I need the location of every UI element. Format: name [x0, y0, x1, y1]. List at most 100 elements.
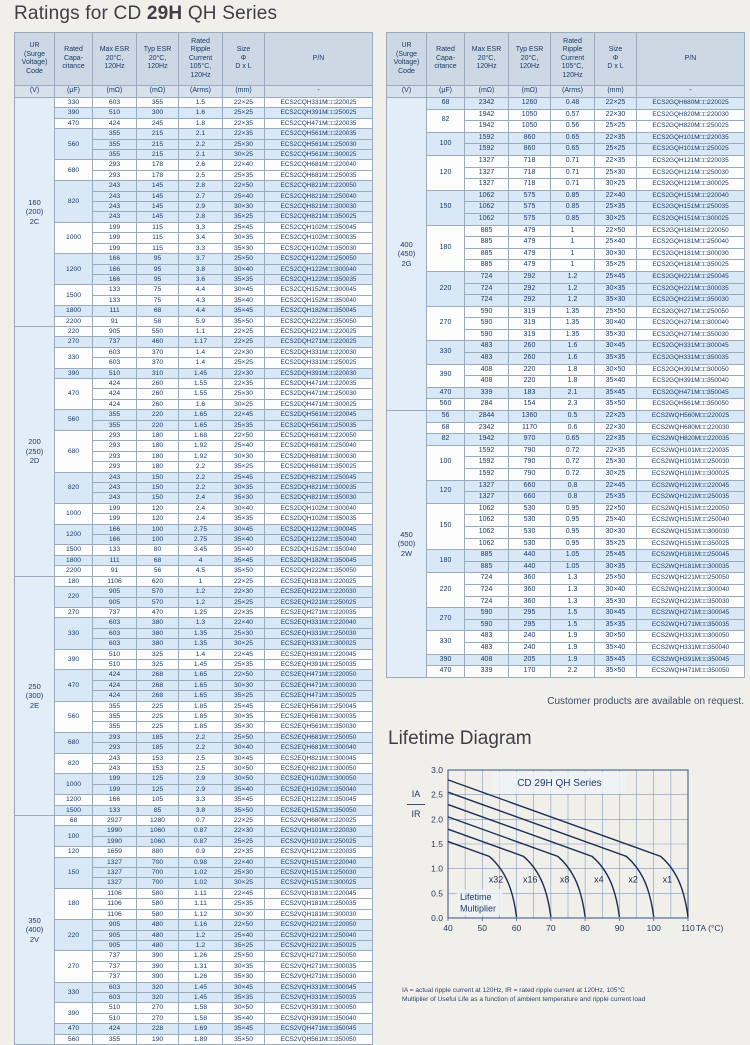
table-cell: 1 — [550, 259, 595, 272]
table-cell: 145 — [136, 190, 179, 203]
table-cell: 166 — [92, 263, 137, 275]
table-cell: 320 — [136, 991, 179, 1004]
column-unit: (V) — [386, 85, 427, 98]
table-cell: 570 — [136, 596, 179, 608]
table-cell: ECS2VQH221M□□220050 — [264, 919, 373, 931]
table-cell: ECS2DQH681M□□350025 — [264, 461, 373, 473]
table-cell: 590 — [464, 305, 509, 319]
table-cell: 260 — [508, 352, 551, 365]
table-cell: 408 — [464, 363, 509, 377]
table-cell: ECS2DQH821M□□300035 — [264, 482, 373, 494]
table-cell: ECS2CQH561M□□300025 — [264, 149, 373, 161]
table-cell: 22×35 — [222, 846, 265, 858]
table-cell: 970 — [508, 433, 551, 446]
table-cell: 220 — [508, 363, 551, 377]
table-cell: ECS2DQH471M□□300025 — [264, 398, 373, 411]
table-cell: 30×40 — [222, 263, 265, 275]
capacitance-cell: 82 — [426, 433, 465, 446]
table-cell: 166 — [92, 534, 137, 546]
table-cell: 424 — [92, 398, 137, 411]
table-cell: 260 — [136, 377, 179, 390]
table-cell: 510 — [92, 1002, 137, 1014]
page-title-prefix: Ratings for CD — [14, 3, 147, 24]
table-cell: ECS2WQH271M□□300045 — [636, 607, 745, 620]
table-cell: 35×45 — [222, 305, 265, 317]
table-cell: 0.72 — [550, 456, 595, 469]
capacitance-cell: 220 — [54, 919, 93, 952]
table-cell: 0.65 — [550, 143, 595, 156]
capacitance-cell: 1500 — [54, 284, 93, 307]
table-cell: ECS2VQH471M□□350045 — [264, 1023, 373, 1035]
table-row: 2200 91 58 5.9 35×50 ECS2CQH222M□□350050 — [15, 315, 373, 327]
table-cell: 35×40 — [222, 534, 265, 546]
svg-text:40: 40 — [443, 923, 453, 933]
table-cell: 25×25 — [222, 357, 265, 369]
table-cell: 22×35 — [222, 117, 265, 130]
table-cell: ECS2VQH391M□□350040 — [264, 1012, 373, 1025]
table-cell: 199 — [92, 221, 137, 234]
table-cell: 80 — [136, 544, 179, 556]
table-row: 820 243 153 2.5 30×45 ECS2EQH821M□□300045 — [15, 752, 373, 775]
table-cell: 580 — [136, 908, 179, 921]
capacitance-cell: 150 — [54, 856, 93, 889]
table-cell: 575 — [508, 189, 551, 203]
table-cell: 590 — [464, 618, 509, 632]
table-cell: 170 — [508, 665, 551, 678]
table-cell: 293 — [92, 450, 137, 463]
table-cell: ECS2EQH471M□□350025 — [264, 690, 373, 702]
table-cell: 325 — [136, 658, 179, 671]
capacitance-cell: 470 — [426, 386, 465, 400]
table-cell: 2.8 — [178, 211, 223, 223]
table-row: 1106 580 1.11 25×35 ECS2VQH181M□□250035 — [15, 898, 373, 910]
table-cell: 1.3 — [550, 583, 595, 597]
table-cell: 35×25 — [222, 211, 265, 223]
table-cell: 22×45 — [594, 479, 637, 493]
column-header: Typ ESR 20°C, 120Hz — [508, 32, 551, 86]
table-cell: 1.8 — [178, 117, 223, 130]
table-cell: 339 — [464, 665, 509, 678]
table-cell: ECS2DQH221M□□220025 — [264, 325, 373, 338]
table-cell: 1.3 — [178, 617, 223, 629]
table-cell: ECS2WQH221M□□350030 — [636, 595, 745, 609]
table-cell: ECS2EQH561M□□350030 — [264, 721, 373, 733]
table-row: 885 440 1.05 30×35 ECS2WQH181M□□300035 — [387, 560, 745, 574]
table-row: 560 355 215 2.1 22×35 ECS2CQH561M□□220035 — [15, 128, 373, 161]
table-cell: 885 — [464, 259, 509, 272]
table-cell: 0.65 — [550, 433, 595, 446]
table-cell: ECS2WQH560M□□220025 — [636, 410, 745, 423]
svg-text:70: 70 — [546, 923, 556, 933]
voltage-code-cell: 160 (200) 2C — [14, 97, 55, 327]
table-cell: 35×40 — [222, 783, 265, 796]
table-cell: 220 — [136, 419, 179, 432]
table-cell: ECS2DQH271M□□220025 — [264, 336, 373, 348]
table-row: 408 220 1.8 35×40 ECS2GQH391M□□350040 — [387, 375, 745, 388]
table-row: 180 885 479 1 22×50 ECS2GQH181M□□220050 — [387, 224, 745, 272]
table-cell: 1.2 — [178, 939, 223, 952]
table-row: 1062 575 0.85 25×35 ECS2GQH151M□□250035 — [387, 201, 745, 214]
table-cell: 30×45 — [222, 284, 265, 296]
table-cell: 1.2 — [178, 929, 223, 941]
table-cell: 1 — [550, 224, 595, 238]
table-cell: ECS2GQH471M□□350045 — [636, 386, 745, 400]
table-cell: 319 — [508, 305, 551, 319]
table-cell: 133 — [92, 544, 137, 556]
table-cell: 22×35 — [222, 606, 265, 619]
table-cell: 30×35 — [594, 282, 637, 296]
table-cell: ECS2WQH181M□□250045 — [636, 549, 745, 562]
capacitance-cell: 120 — [426, 479, 465, 504]
table-cell: 1.65 — [178, 690, 223, 702]
table-cell: 295 — [508, 607, 551, 620]
table-cell: 3.3 — [178, 221, 223, 234]
table-cell: 260 — [508, 340, 551, 354]
table-cell: ECS2GQH561M□□350050 — [636, 398, 745, 412]
table-row: 560 355 190 1.89 35×50 ECS2VQH561M□□350050 — [15, 1033, 373, 1045]
table-row: 350 (400) 2V 68 2927 1280 0.7 22×25 ECS2VQH680… — [14, 815, 373, 1045]
table-cell: ECS2GQH151M□□300025 — [636, 212, 745, 226]
table-cell: 30×50 — [222, 762, 265, 775]
table-cell: 293 — [92, 169, 137, 182]
table-cell: 56 — [136, 565, 179, 577]
table-row: 200 (250) 2D 220 905 550 1.1 22×25 ECS2DQH221M… — [14, 325, 373, 577]
table-cell: 724 — [464, 583, 509, 597]
table-row: 166 95 3.8 30×40 ECS2CQH122M□□300040 — [15, 263, 373, 275]
table-cell: 35×30 — [594, 294, 637, 307]
